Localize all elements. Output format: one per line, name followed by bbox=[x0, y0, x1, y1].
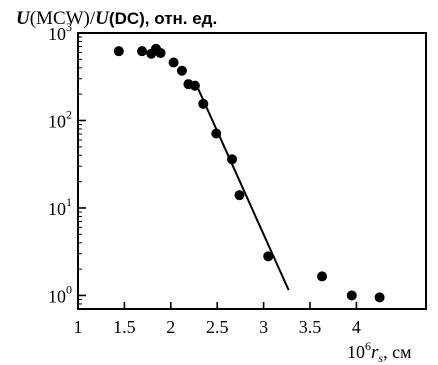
data-point bbox=[190, 81, 200, 91]
data-point bbox=[227, 154, 237, 164]
data-point bbox=[263, 251, 273, 261]
data-point bbox=[347, 290, 357, 300]
x-tick-label: 2.5 bbox=[206, 317, 229, 337]
fit-line-group bbox=[197, 86, 289, 290]
data-point bbox=[169, 58, 179, 68]
data-point bbox=[114, 46, 124, 56]
y-tick-label: 102 bbox=[48, 107, 72, 131]
x-tick-label: 1 bbox=[74, 317, 83, 337]
x-tick-label: 2 bbox=[166, 317, 175, 337]
data-point bbox=[317, 271, 327, 281]
data-point bbox=[211, 128, 221, 138]
y-tick-label: 100 bbox=[48, 282, 72, 306]
fit-line bbox=[197, 86, 289, 290]
data-point bbox=[234, 190, 244, 200]
data-point bbox=[156, 48, 166, 58]
x-tick-label: 3 bbox=[259, 317, 268, 337]
x-ticks: 1 1.5 2 2.5 3 3.5 4 bbox=[74, 302, 361, 337]
data-point bbox=[137, 46, 147, 56]
x-tick-label: 1.5 bbox=[113, 317, 136, 337]
data-point bbox=[177, 66, 187, 76]
data-points bbox=[114, 44, 385, 303]
plot-frame bbox=[78, 33, 426, 309]
x-tick-label: 4 bbox=[352, 317, 361, 337]
data-point bbox=[198, 99, 208, 109]
y-tick-label: 103 bbox=[48, 20, 72, 44]
x-tick-label: 3.5 bbox=[299, 317, 322, 337]
y-ticks: 100 101 102 103 bbox=[48, 20, 86, 309]
y-tick-label: 101 bbox=[48, 195, 72, 219]
y-axis-title: U(MCW)/U(DC), отн. ед. bbox=[16, 8, 217, 29]
data-point bbox=[375, 292, 385, 302]
x-axis-title: 106rs, см bbox=[347, 339, 411, 365]
